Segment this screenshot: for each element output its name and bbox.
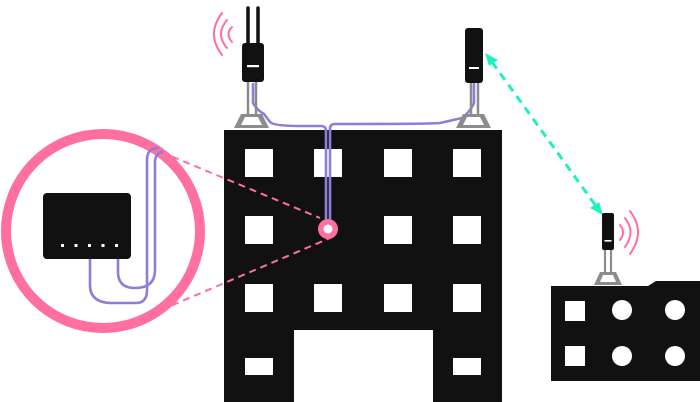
- cable-left-radio: [251, 82, 328, 224]
- sector-radio-icon: [456, 28, 491, 128]
- window: [245, 284, 273, 312]
- window: [314, 149, 342, 177]
- main-building-body: [224, 130, 502, 402]
- window: [453, 216, 481, 244]
- remote-building: [551, 281, 700, 381]
- remote-building-windows: [565, 300, 685, 366]
- round-window: [665, 346, 685, 366]
- main-building: [224, 130, 502, 402]
- round-window: [612, 300, 632, 320]
- network-switch-icon: [43, 193, 131, 259]
- remote-radio-icon: [594, 210, 639, 285]
- switch-port: [74, 244, 78, 247]
- switch-port: [61, 244, 64, 247]
- cable-right-radio: [328, 82, 476, 224]
- bidirectional-arrow-icon: [485, 53, 603, 215]
- remote-building-body: [551, 281, 700, 381]
- switch-port: [115, 244, 118, 247]
- zoom-callout-lines: [160, 151, 331, 311]
- round-window: [612, 346, 632, 366]
- window: [453, 284, 481, 312]
- window: [314, 284, 342, 312]
- main-building-windows: [245, 149, 481, 375]
- window: [384, 216, 412, 244]
- window: [245, 216, 273, 244]
- switch-port: [88, 244, 91, 247]
- window: [245, 358, 273, 375]
- wifi-signal-icon: [213, 12, 233, 56]
- window: [565, 346, 585, 366]
- window: [453, 358, 481, 375]
- window: [384, 284, 412, 312]
- cable-entry-icon: [318, 219, 338, 239]
- round-window: [665, 300, 685, 320]
- roof-cabling: [251, 82, 476, 224]
- switch-ports: [61, 244, 118, 247]
- switch-port: [101, 244, 105, 247]
- magnifier-callout: [1, 129, 205, 333]
- dual-antenna-radio-icon: [213, 6, 269, 128]
- window: [245, 149, 273, 177]
- wifi-signal-icon: [619, 210, 639, 255]
- window: [565, 301, 585, 321]
- switch-cables: [88, 146, 164, 305]
- window: [453, 149, 481, 177]
- window: [384, 149, 412, 177]
